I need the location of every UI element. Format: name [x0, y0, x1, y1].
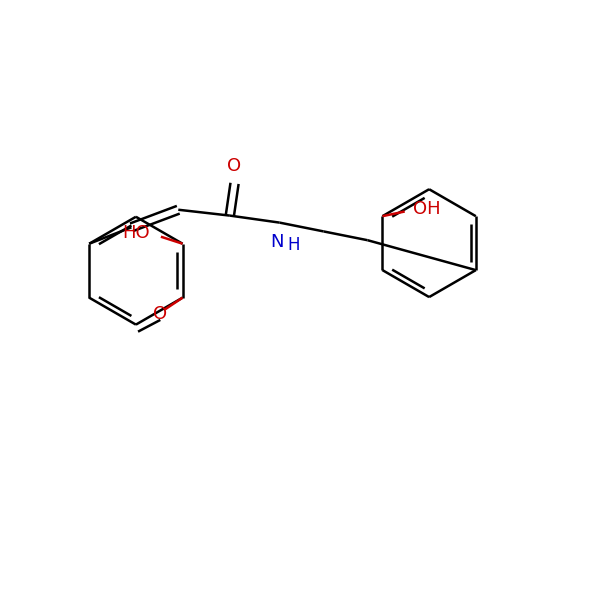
- Text: HO: HO: [123, 224, 151, 242]
- Text: N: N: [271, 233, 284, 251]
- Text: O: O: [227, 157, 242, 175]
- Text: H: H: [287, 236, 300, 254]
- Text: OH: OH: [413, 200, 440, 218]
- Text: O: O: [153, 305, 167, 323]
